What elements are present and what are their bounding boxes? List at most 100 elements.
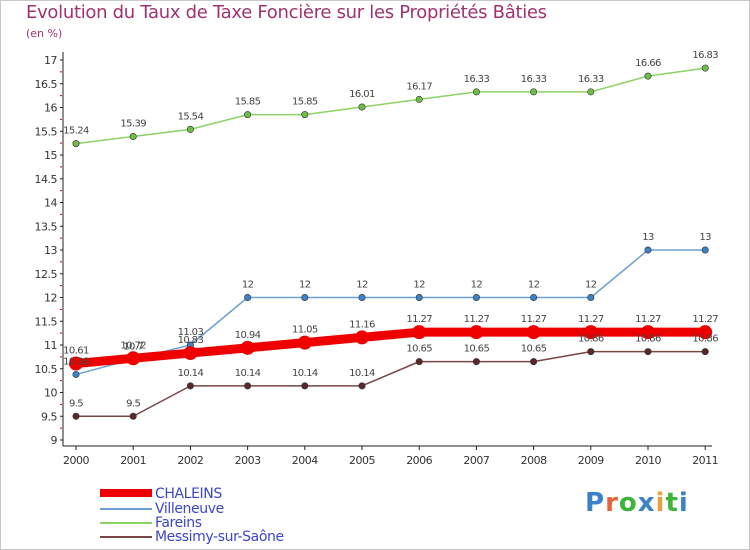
data-label-chaleins: 10.94 xyxy=(235,330,261,341)
proxiti-logo: Proxiti xyxy=(585,488,689,518)
data-point-messimy-sur-sa-ne xyxy=(530,358,538,366)
data-label-fareins: 15.24 xyxy=(63,126,89,137)
data-label-villeneuve: 12 xyxy=(242,280,254,291)
logo-letter: t xyxy=(665,488,679,518)
data-point-messimy-sur-sa-ne xyxy=(72,412,80,420)
legend-swatch-messimy xyxy=(100,536,152,538)
data-point-chaleins xyxy=(183,346,198,361)
legend-label-messimy: Messimy-sur-Saône xyxy=(155,529,284,545)
series-line-chaleins xyxy=(71,327,710,369)
data-label-messimy-sur-sa-ne: 10.14 xyxy=(235,368,261,379)
data-point-villeneuve xyxy=(587,293,595,301)
data-point-chaleins xyxy=(355,330,369,345)
data-label-fareins: 15.54 xyxy=(178,111,204,122)
data-point-chaleins xyxy=(641,325,655,340)
y-tick-label: 10 xyxy=(44,387,57,400)
series-line-messimy-sur-sa-ne xyxy=(75,350,706,417)
data-label-messimy-sur-sa-ne: 10.65 xyxy=(464,344,490,355)
data-label-chaleins: 11.27 xyxy=(635,314,661,325)
y-tick-label: 14.5 xyxy=(35,173,58,186)
data-label-messimy-sur-sa-ne: 10.86 xyxy=(692,334,718,345)
x-tick-label: 2011 xyxy=(692,454,718,467)
x-tick-label: 2004 xyxy=(292,454,318,467)
data-label-messimy-sur-sa-ne: 9.5 xyxy=(126,398,140,409)
data-point-villeneuve xyxy=(244,293,252,301)
y-tick-label: 16 xyxy=(44,102,57,115)
data-point-villeneuve xyxy=(644,246,652,254)
series-line-fareins xyxy=(75,67,706,145)
data-label-fareins: 16.01 xyxy=(349,89,375,100)
y-tick-label: 16.5 xyxy=(35,78,58,91)
data-point-chaleins xyxy=(526,325,541,340)
data-point-villeneuve xyxy=(472,293,480,301)
data-point-fareins xyxy=(186,125,194,133)
logo-letter: x xyxy=(637,488,656,518)
data-label-chaleins: 10.61 xyxy=(63,346,89,357)
data-label-villeneuve: 12 xyxy=(413,280,425,291)
data-label-villeneuve: 10.7 xyxy=(123,341,143,352)
data-point-chaleins xyxy=(412,325,427,340)
y-unit-label: (en %) xyxy=(26,27,63,40)
y-tick-label: 13 xyxy=(44,244,57,257)
logo-letter: r xyxy=(605,488,619,518)
data-label-fareins: 15.85 xyxy=(235,97,261,108)
x-tick-label: 2000 xyxy=(63,454,89,467)
data-point-messimy-sur-sa-ne xyxy=(358,382,366,390)
x-tick-label: 2008 xyxy=(521,454,547,467)
logo-letter: P xyxy=(585,488,606,518)
legend-label-fareins: Fareins xyxy=(155,515,202,531)
y-tick-label: 12.5 xyxy=(35,268,58,281)
data-point-chaleins xyxy=(698,325,713,340)
data-label-villeneuve: 12 xyxy=(528,280,540,291)
x-tick-label: 2003 xyxy=(235,454,261,467)
data-point-fareins xyxy=(587,88,595,96)
data-label-fareins: 15.85 xyxy=(292,97,318,108)
data-label-fareins: 16.83 xyxy=(692,50,718,61)
legend-label-chaleins: CHALEINS xyxy=(155,486,222,502)
legend-swatch-fareins xyxy=(100,522,152,524)
data-label-messimy-sur-sa-ne: 10.86 xyxy=(635,334,661,345)
data-point-villeneuve xyxy=(72,370,80,378)
data-point-messimy-sur-sa-ne xyxy=(644,348,652,356)
data-point-villeneuve xyxy=(301,293,309,301)
x-tick-label: 2007 xyxy=(463,454,489,467)
data-point-chaleins xyxy=(126,351,141,366)
data-point-messimy-sur-sa-ne xyxy=(701,348,709,356)
data-label-fareins: 16.33 xyxy=(521,74,547,85)
legend-swatch-chaleins xyxy=(100,489,152,497)
data-point-fareins xyxy=(472,88,480,96)
data-label-villeneuve: 10.38 xyxy=(63,356,89,367)
data-label-villeneuve: 12 xyxy=(585,280,597,291)
data-point-fareins xyxy=(129,132,137,140)
logo-letter: o xyxy=(618,488,638,518)
legend-swatch-villeneuve xyxy=(100,508,152,510)
data-label-messimy-sur-sa-ne: 10.65 xyxy=(406,344,432,355)
data-label-fareins: 16.17 xyxy=(406,81,432,92)
data-point-villeneuve xyxy=(530,293,538,301)
data-label-villeneuve: 12 xyxy=(299,280,311,291)
legend-label-villeneuve: Villeneuve xyxy=(155,501,224,517)
data-point-messimy-sur-sa-ne xyxy=(587,348,595,356)
x-tick-label: 2006 xyxy=(406,454,432,467)
y-tick-label: 11 xyxy=(44,339,57,352)
y-tick-label: 10.5 xyxy=(35,363,58,376)
data-label-chaleins: 10.72 xyxy=(120,340,146,351)
series-line-villeneuve xyxy=(75,249,706,376)
y-tick-label: 17 xyxy=(44,54,57,67)
x-tick-label: 2005 xyxy=(349,454,375,467)
data-label-fareins: 16.33 xyxy=(578,74,604,85)
data-label-chaleins: 11.05 xyxy=(292,325,318,336)
data-label-fareins: 15.39 xyxy=(120,118,146,129)
data-point-messimy-sur-sa-ne xyxy=(186,382,194,390)
x-tick-label: 2009 xyxy=(578,454,604,467)
data-point-messimy-sur-sa-ne xyxy=(301,382,309,390)
data-label-chaleins: 10.83 xyxy=(178,335,204,346)
data-label-chaleins: 11.27 xyxy=(578,314,604,325)
data-point-messimy-sur-sa-ne xyxy=(472,358,480,366)
x-tick-label: 2010 xyxy=(635,454,661,467)
data-point-fareins xyxy=(530,88,538,96)
data-label-villeneuve: 13 xyxy=(642,232,654,243)
data-label-villeneuve: 13 xyxy=(699,232,711,243)
data-label-villeneuve: 11.03 xyxy=(178,327,204,338)
